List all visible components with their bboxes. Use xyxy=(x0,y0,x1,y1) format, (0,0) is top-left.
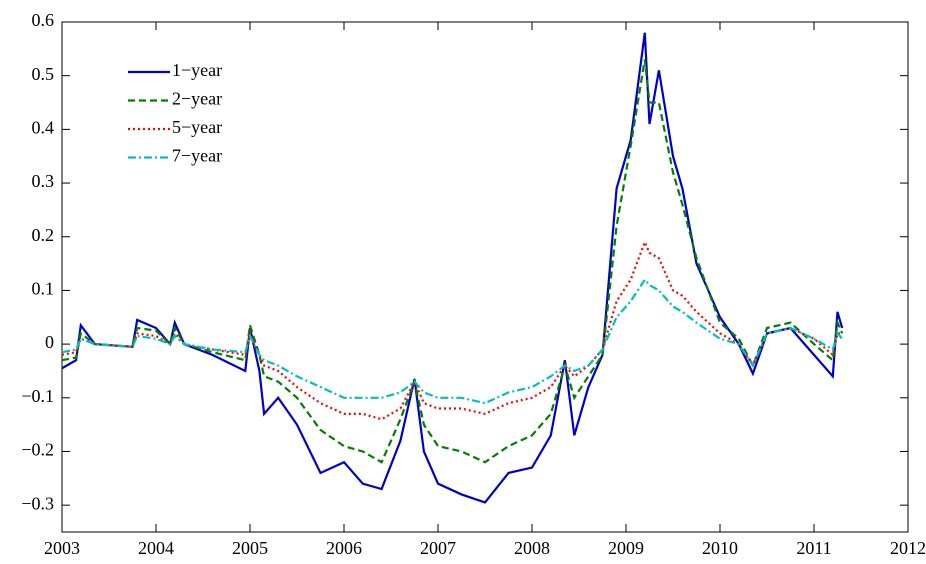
x-tick-label: 2012 xyxy=(890,538,926,558)
x-tick-label: 2007 xyxy=(420,538,456,558)
legend-label: 1−year xyxy=(172,60,222,80)
legend-label: 5−year xyxy=(172,117,222,137)
x-tick-label: 2004 xyxy=(138,538,174,558)
x-tick-label: 2011 xyxy=(796,538,831,558)
x-tick-label: 2008 xyxy=(514,538,550,558)
y-tick-label: 0.4 xyxy=(32,117,55,137)
x-tick-label: 2010 xyxy=(702,538,738,558)
line-series xyxy=(61,277,844,405)
x-tick-label: 2005 xyxy=(232,538,268,558)
x-tick-label: 2009 xyxy=(608,538,644,558)
y-tick-label: 0.6 xyxy=(32,10,55,30)
x-tick-label: 2006 xyxy=(326,538,362,558)
plot-frame xyxy=(61,21,909,533)
x-tick-label: 2003 xyxy=(44,538,80,558)
y-tick-label: 0.1 xyxy=(32,279,55,299)
y-tick-label: −0.2 xyxy=(21,440,54,460)
y-tick-label: 0 xyxy=(45,332,54,352)
legend-label: 7−year xyxy=(172,146,222,166)
legend-label: 2−year xyxy=(172,89,222,109)
y-tick-label: −0.1 xyxy=(21,386,54,406)
y-tick-label: 0.3 xyxy=(32,171,55,191)
y-tick-label: 0.2 xyxy=(32,225,55,245)
y-tick-label: 0.5 xyxy=(32,64,55,84)
y-tick-label: −0.3 xyxy=(21,493,54,513)
